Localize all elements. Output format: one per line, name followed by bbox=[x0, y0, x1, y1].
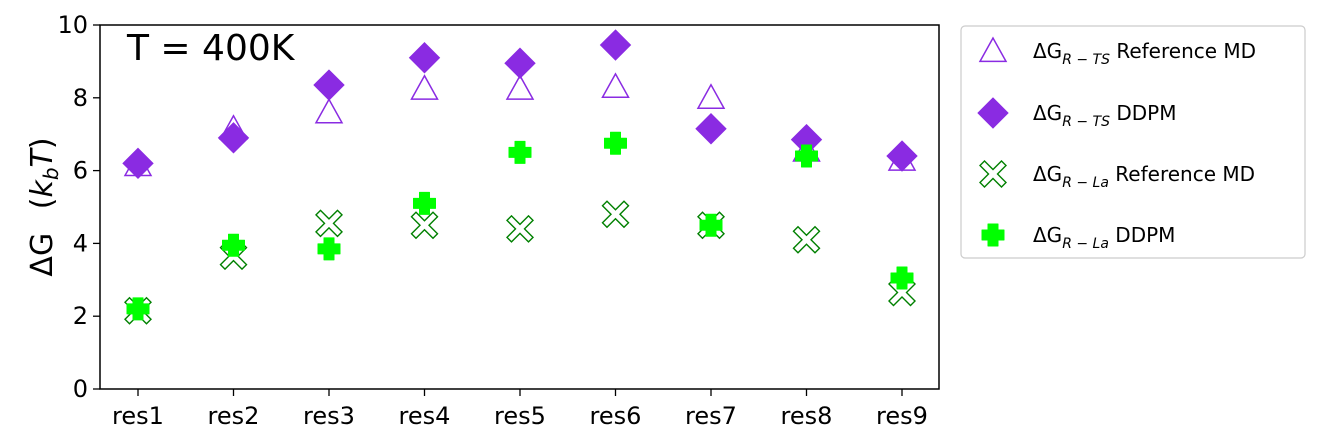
y-tick-label: 8 bbox=[73, 84, 88, 112]
data-point-series-3 bbox=[601, 200, 630, 229]
x-tick-label: res6 bbox=[590, 402, 642, 430]
x-axis-ticks: res1 res2 res3 res4 res5 res6 res7 res8 res9 bbox=[112, 389, 928, 430]
x-tick-label: res1 bbox=[112, 402, 164, 430]
legend-marker bbox=[978, 36, 1008, 63]
data-point-series-1 bbox=[696, 83, 726, 109]
data-point-series-4 bbox=[604, 131, 627, 155]
legend-label: ΔGR − La Reference MD bbox=[1033, 162, 1255, 191]
legend-marker bbox=[977, 97, 1009, 129]
data-point-series-3 bbox=[792, 225, 821, 254]
data-point-series-2 bbox=[408, 42, 441, 74]
data-point-series-2 bbox=[599, 29, 632, 61]
legend-marker bbox=[981, 223, 1005, 247]
data-point-series-2 bbox=[217, 122, 250, 154]
legend-label: ΔGR − TS Reference MD bbox=[1033, 39, 1256, 68]
data-point-series-1 bbox=[505, 74, 535, 100]
x-tick-label: res3 bbox=[303, 402, 355, 430]
data-point-series-1 bbox=[601, 72, 630, 99]
x-tick-label: res5 bbox=[494, 402, 546, 430]
legend-item: ΔGR − TS Reference MD bbox=[978, 36, 1256, 68]
legend-label: ΔGR − La DDPM bbox=[1033, 223, 1175, 252]
x-tick-label: res9 bbox=[876, 402, 928, 430]
legend-item: ΔGR − TS DDPM bbox=[977, 97, 1176, 130]
data-point-series-4 bbox=[795, 144, 818, 168]
data-point-series-3 bbox=[506, 214, 534, 243]
y-tick-label: 4 bbox=[73, 229, 88, 257]
x-tick-label: res8 bbox=[781, 402, 833, 430]
legend-marker bbox=[979, 160, 1007, 188]
data-point-series-3 bbox=[888, 278, 916, 307]
x-tick-label: res7 bbox=[685, 402, 737, 430]
y-tick-label: 10 bbox=[57, 11, 88, 39]
temperature-annotation: T = 400K bbox=[126, 28, 296, 69]
legend-item: ΔGR − La DDPM bbox=[981, 223, 1175, 252]
y-tick-label: 0 bbox=[73, 375, 88, 403]
legend: ΔGR − TS Reference MD ΔGR − TS DDPM ΔGR − … bbox=[960, 25, 1306, 259]
plot-area-frame bbox=[99, 24, 940, 390]
data-point-series-4 bbox=[413, 191, 436, 215]
data-point-series-3 bbox=[315, 209, 343, 238]
x-tick-label: res4 bbox=[399, 402, 451, 430]
data-point-series-2 bbox=[313, 69, 345, 101]
data-point-series-3 bbox=[410, 211, 439, 240]
data-point-series-4 bbox=[126, 297, 150, 321]
data-point-series-4 bbox=[699, 213, 723, 237]
legend-item: ΔGR − La Reference MD bbox=[979, 160, 1255, 191]
data-markers bbox=[122, 29, 918, 325]
data-point-series-4 bbox=[222, 233, 245, 257]
y-axis-ticks: 0 2 4 6 8 10 bbox=[57, 11, 100, 403]
y-axis-label: ΔG (kbT) bbox=[25, 137, 63, 276]
x-tick-label: res2 bbox=[208, 402, 260, 430]
y-tick-label: 6 bbox=[73, 157, 88, 185]
data-point-series-4 bbox=[890, 266, 914, 290]
svg-text:ΔG (kbT): ΔG (kbT) bbox=[25, 137, 63, 276]
data-point-series-4 bbox=[317, 237, 341, 261]
legend-label: ΔGR − TS DDPM bbox=[1033, 101, 1176, 130]
data-point-series-2 bbox=[695, 113, 727, 145]
data-point-series-1 bbox=[410, 74, 439, 100]
data-point-series-2 bbox=[886, 140, 918, 172]
legend-frame bbox=[960, 25, 1306, 259]
data-point-series-1 bbox=[314, 97, 344, 124]
data-point-series-2 bbox=[504, 47, 536, 79]
y-tick-label: 2 bbox=[73, 302, 88, 330]
data-point-series-2 bbox=[122, 147, 154, 180]
data-point-series-4 bbox=[508, 140, 532, 164]
